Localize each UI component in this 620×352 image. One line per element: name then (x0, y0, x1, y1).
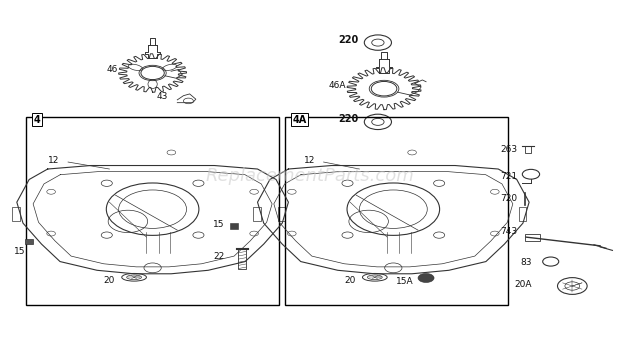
Text: 220: 220 (338, 35, 358, 45)
Text: 43: 43 (156, 92, 167, 101)
Text: 20: 20 (345, 276, 356, 285)
Text: 83: 83 (521, 258, 532, 267)
Text: 743: 743 (500, 227, 517, 237)
Text: 15: 15 (14, 247, 25, 256)
Bar (278, 207, 285, 221)
Text: 22: 22 (213, 252, 225, 261)
Text: ReplacementParts.com: ReplacementParts.com (206, 167, 414, 185)
Bar (518, 207, 526, 221)
Bar (525, 234, 540, 241)
Text: 46: 46 (107, 65, 118, 74)
Bar (230, 223, 238, 229)
Text: 20A: 20A (515, 280, 532, 289)
Bar (25, 239, 33, 244)
Text: 720: 720 (500, 194, 517, 203)
Text: 4: 4 (33, 115, 40, 125)
Text: 4A: 4A (293, 115, 307, 125)
Circle shape (418, 274, 434, 283)
Text: 46A: 46A (329, 81, 347, 90)
Bar (26, 117, 279, 305)
Text: 15: 15 (213, 220, 225, 230)
Bar (239, 249, 246, 269)
Text: 15A: 15A (396, 277, 414, 286)
Text: 12: 12 (48, 156, 60, 165)
Bar (12, 207, 20, 221)
Text: 20: 20 (104, 276, 115, 285)
Text: 12: 12 (304, 156, 316, 165)
Text: 721: 721 (500, 171, 517, 181)
Bar (253, 207, 260, 221)
Text: 263: 263 (500, 145, 517, 154)
Text: 220: 220 (338, 114, 358, 124)
Bar (285, 117, 508, 305)
Bar (525, 146, 531, 153)
